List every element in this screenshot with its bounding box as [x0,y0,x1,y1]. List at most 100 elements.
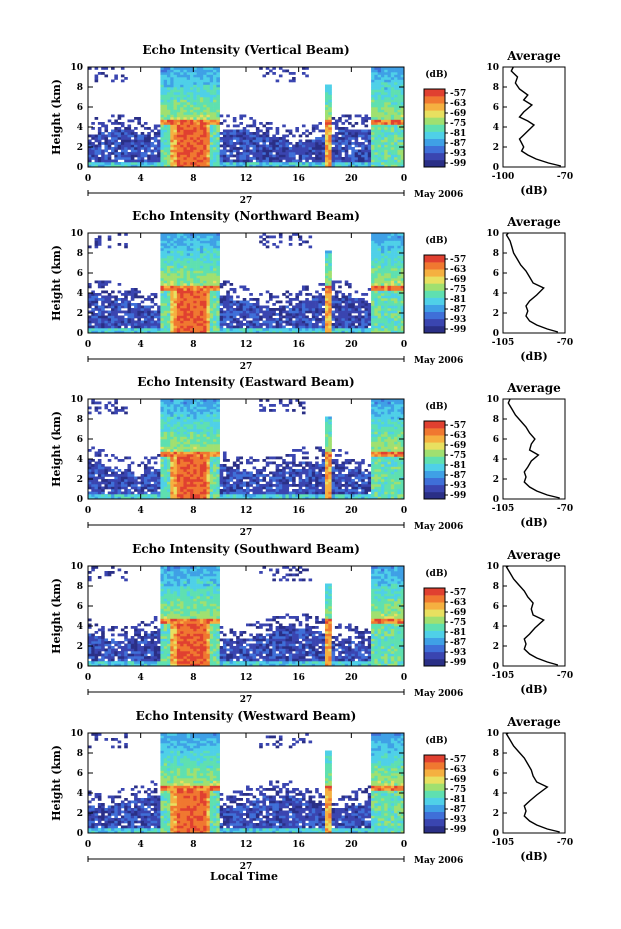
heatmap-cell [157,305,161,309]
heatmap-cell [236,159,240,163]
heatmap-cell [186,92,191,95]
heatmap-cell [160,496,165,500]
heatmap-cell [160,107,165,110]
heatmap-cell [338,129,342,133]
heatmap-cell [236,124,240,128]
heatmap-cell [384,84,388,88]
heatmap-cell [387,245,392,249]
heatmap-cell [117,152,122,155]
heatmap-cell [176,124,181,128]
heatmap-cell [394,127,398,130]
heatmap-cell [328,157,332,160]
heatmap-cell [196,298,201,301]
heatmap-cell [117,494,122,497]
heatmap-cell [380,315,385,319]
heatmap-cell [206,328,211,331]
heatmap-cell [377,94,382,98]
heatmap-cell [94,295,99,299]
heatmap-cell [190,99,194,103]
heatmap-cell [160,159,165,163]
heatmap-cell [328,114,332,118]
heatmap-cell [213,147,217,150]
heatmap-cell [134,293,138,296]
heatmap-cell [88,464,92,467]
heatmap-cell [186,275,191,279]
heatmap-cell [249,144,253,148]
heatmap-cell [209,104,214,108]
heatmap-cell [206,79,211,83]
heatmap-cell [124,484,128,487]
heatmap-cell [111,159,115,163]
heatmap-cell [88,461,92,465]
heatmap-cell [232,303,237,306]
heatmap-cell [351,149,355,153]
heatmap-cell [137,325,141,329]
heatmap-cell [351,157,355,160]
heatmap-cell [348,154,352,158]
heatmap-cell [176,159,181,163]
heatmap-cell [384,275,388,279]
heatmap-cell [394,67,398,70]
heatmap-cell [206,275,211,279]
heatmap-cell [117,162,122,165]
profile-y-tick-label: 0 [493,163,499,173]
heatmap-cell [140,315,145,319]
heatmap-cell [196,137,201,140]
heatmap-cell [173,240,178,244]
heatmap-cell [196,129,201,133]
heatmap-cell [183,285,188,289]
heatmap-cell [153,139,158,143]
heatmap-cell [199,265,204,269]
heatmap-cell [321,152,326,155]
heatmap-cell [153,134,158,138]
heatmap-cell [252,144,257,148]
heatmap-cell [183,124,188,128]
heatmap-cell [199,238,204,241]
heatmap-cell [173,127,178,130]
heatmap-cell [127,154,132,158]
heatmap-cell [137,164,141,168]
heatmap-cell [305,142,309,145]
heatmap-cell [282,149,286,153]
heatmap-cell [114,305,118,309]
heatmap-cell [354,330,359,334]
heatmap-cell [315,124,319,128]
heatmap-cell [252,318,257,321]
heatmap-cell [328,92,332,95]
heatmap-cell [236,134,240,138]
heatmap-cell [374,248,378,251]
heatmap-cell [134,162,138,165]
heatmap-cell [124,142,128,145]
heatmap-cell [384,102,388,105]
heatmap-cell [209,248,214,251]
heatmap-cell [127,310,132,314]
heatmap-cell [176,84,181,88]
heatmap-cell [120,320,125,324]
heatmap-cell [371,323,375,326]
heatmap-cell [170,278,174,281]
heatmap-cell [249,124,253,128]
heatmap-cell [374,164,378,168]
heatmap-cell [226,159,230,163]
heatmap-cell [176,109,181,113]
heatmap-cell [295,313,299,316]
heatmap-cell [183,270,188,274]
heatmap-cell [170,290,174,294]
heatmap-cell [170,295,174,299]
heatmap-cell [190,67,194,70]
heatmap-cell [265,320,270,324]
heatmap-cell [374,280,378,284]
heatmap-cell [199,308,204,311]
heatmap-cell [163,260,168,264]
heatmap-cell [186,114,191,118]
heatmap-cell [190,320,194,324]
heatmap-cell [325,295,329,299]
heatmap-cell [193,248,197,251]
heatmap-cell [134,288,138,291]
heatmap-cell [124,323,128,326]
heatmap-cell [170,84,174,88]
heatmap-cell [344,137,349,140]
heatmap-cell [229,325,234,329]
heatmap-cell [397,154,402,158]
heatmap-cell [163,444,168,447]
